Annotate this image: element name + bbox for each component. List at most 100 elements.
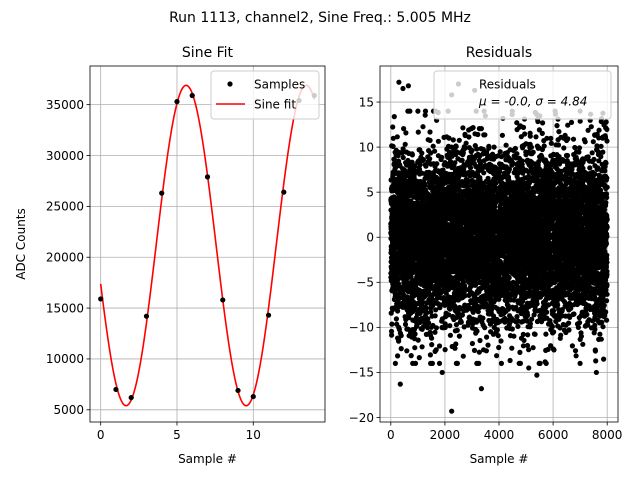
residual-point [486,146,491,151]
sample-point-4 [159,191,164,196]
residual-point [482,325,487,330]
residual-point [437,343,442,348]
legend-samples-marker [227,81,232,86]
residual-point [439,155,444,160]
residual-point [431,144,436,149]
residual-point [475,132,480,137]
residual-point [451,137,456,142]
sample-point-12 [281,190,286,195]
residual-point [498,149,503,154]
sine-fit-ytick-label-2: 15000 [46,301,84,315]
residual-point [420,344,425,349]
residual-point [484,348,489,353]
sample-point-5 [174,99,179,104]
residual-point [472,348,477,353]
residual-point [461,354,466,359]
residual-point [448,333,453,338]
sample-point-6 [190,93,195,98]
sine-fit-xtick-label-0: 0 [97,428,105,442]
legend-sinefit-label: Sine fit [254,98,296,112]
residual-point [464,141,469,146]
residual-point [443,347,448,352]
residual-point [412,345,417,350]
residual-point [389,333,394,338]
residual-point [495,327,500,332]
residual-point [403,130,408,135]
residual-point [476,361,481,366]
residual-point [399,346,404,351]
residual-point [396,339,401,344]
residual-point [484,335,489,340]
sine-fit-ytick-label-1: 10000 [46,352,84,366]
residual-point [427,129,432,134]
sine-fit-plot-area [98,85,317,405]
residual-point [393,361,398,366]
residual-point [457,138,462,143]
residual-point [423,109,428,114]
residual-point [434,325,439,330]
residual-point [500,133,505,138]
residual-point [466,134,471,139]
sine-fit-xtick-label-2: 10 [246,428,261,442]
residual-point [508,358,513,363]
residual-point [434,161,439,166]
residual-point [428,138,433,143]
residual-point [417,355,422,360]
residual-point [395,134,400,139]
residual-point [424,306,429,311]
residual-point [413,331,418,336]
residual-point [481,170,486,175]
residual-point [518,361,523,366]
sine-fit-ytick-label-3: 20000 [46,251,84,265]
residual-point [514,151,519,156]
residual-point [420,124,425,129]
residual-point [471,125,476,130]
residual-point [404,348,409,353]
residual-point [480,316,485,321]
residual-point [394,316,399,321]
residual-point [401,155,406,160]
residual-point [447,323,452,328]
residual-point [407,109,412,114]
sample-point-2 [129,395,134,400]
residual-point [521,332,526,337]
residual-point [470,341,475,346]
residual-point [485,343,490,348]
sample-point-7 [205,174,210,179]
residual-point [470,148,475,153]
residual-point [474,329,479,334]
residual-point [432,149,437,154]
residual-point [403,142,408,147]
residual-point [499,361,504,366]
legend-samples-label: Samples [254,78,305,92]
residual-point [452,346,457,351]
residual-point [459,320,464,325]
residual-point [510,326,515,331]
residual-point [399,333,404,338]
residual-point [482,132,487,137]
sample-point-0 [98,296,103,301]
residual-point [457,334,462,339]
residual-point [403,322,408,327]
residual-point [429,336,434,341]
residual-point [455,361,460,366]
residual-point [494,353,499,358]
residual-point [430,361,435,366]
residual-point [507,275,512,280]
residual-point [432,330,437,335]
residual-point [390,124,395,129]
sample-point-9 [235,388,240,393]
residual-point [496,333,501,338]
residual-point [468,165,473,170]
sine-fit-xtick-label-1: 5 [173,428,181,442]
sample-point-8 [220,297,225,302]
residual-point [416,130,421,135]
residual-point [511,334,516,339]
sample-point-10 [251,394,256,399]
residual-point [433,313,438,318]
residual-point [477,338,482,343]
residual-point [421,157,426,162]
